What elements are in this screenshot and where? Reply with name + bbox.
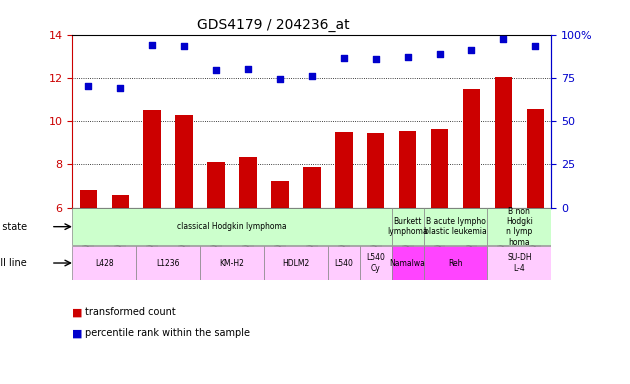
Bar bbox=[495, 77, 512, 208]
Point bbox=[243, 66, 253, 72]
Bar bbox=[462, 89, 480, 208]
Text: HDLM2: HDLM2 bbox=[282, 258, 309, 268]
Text: L540
Cy: L540 Cy bbox=[366, 253, 385, 273]
Point bbox=[339, 55, 349, 61]
Point bbox=[370, 56, 381, 63]
Point bbox=[498, 36, 508, 42]
Bar bbox=[431, 129, 449, 208]
Bar bbox=[392, 247, 423, 280]
Text: disease state: disease state bbox=[0, 222, 27, 232]
Bar bbox=[79, 190, 97, 208]
Point bbox=[211, 67, 221, 73]
Bar bbox=[264, 247, 328, 280]
Bar bbox=[112, 195, 129, 208]
Bar bbox=[207, 162, 225, 208]
Point bbox=[403, 54, 413, 60]
Bar bbox=[175, 114, 193, 208]
Point bbox=[307, 73, 317, 79]
Bar bbox=[200, 247, 264, 280]
Point bbox=[466, 46, 476, 53]
Bar bbox=[335, 132, 353, 208]
Bar bbox=[367, 133, 384, 208]
Point bbox=[147, 42, 158, 48]
Text: ■: ■ bbox=[72, 307, 83, 317]
Bar bbox=[239, 157, 257, 208]
Bar bbox=[423, 247, 488, 280]
Bar bbox=[72, 247, 136, 280]
Text: KM-H2: KM-H2 bbox=[220, 258, 244, 268]
Text: B acute lympho
blastic leukemia: B acute lympho blastic leukemia bbox=[424, 217, 487, 237]
Bar bbox=[328, 247, 360, 280]
Text: B non
Hodgki
n lymp
homa: B non Hodgki n lymp homa bbox=[506, 207, 533, 247]
Title: GDS4179 / 204236_at: GDS4179 / 204236_at bbox=[197, 18, 350, 32]
Point bbox=[275, 76, 285, 82]
Text: cell line: cell line bbox=[0, 258, 27, 268]
Bar bbox=[271, 180, 289, 208]
Bar bbox=[360, 247, 392, 280]
Text: SU-DH
L-4: SU-DH L-4 bbox=[507, 253, 532, 273]
Point bbox=[530, 43, 541, 50]
Text: ■: ■ bbox=[72, 328, 83, 338]
Text: Reh: Reh bbox=[448, 258, 463, 268]
Text: L1236: L1236 bbox=[156, 258, 180, 268]
Point bbox=[83, 83, 93, 89]
Bar bbox=[488, 209, 551, 245]
Text: percentile rank within the sample: percentile rank within the sample bbox=[85, 328, 250, 338]
Bar bbox=[303, 167, 321, 208]
Point bbox=[115, 84, 125, 91]
Point bbox=[435, 51, 445, 57]
Bar bbox=[423, 209, 488, 245]
Bar bbox=[527, 109, 544, 208]
Text: L540: L540 bbox=[335, 258, 353, 268]
Bar bbox=[392, 209, 423, 245]
Bar bbox=[144, 110, 161, 208]
Text: Namalwa: Namalwa bbox=[390, 258, 425, 268]
Text: Burkett
lymphoma: Burkett lymphoma bbox=[387, 217, 428, 237]
Bar bbox=[136, 247, 200, 280]
Bar bbox=[488, 247, 551, 280]
Text: classical Hodgkin lymphoma: classical Hodgkin lymphoma bbox=[177, 222, 287, 231]
Bar bbox=[399, 131, 416, 208]
Point bbox=[179, 43, 189, 50]
Bar bbox=[72, 209, 392, 245]
Text: transformed count: transformed count bbox=[85, 307, 176, 317]
Text: L428: L428 bbox=[95, 258, 113, 268]
